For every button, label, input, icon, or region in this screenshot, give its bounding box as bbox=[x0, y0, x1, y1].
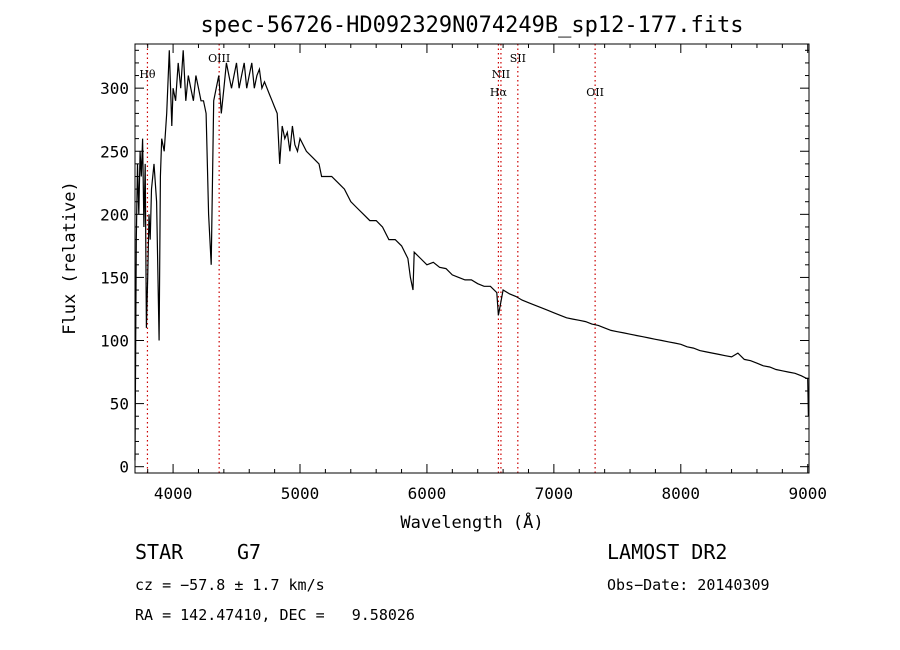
y-tick-label: 300 bbox=[100, 79, 129, 98]
y-tick-label: 50 bbox=[110, 395, 129, 414]
plot-frame bbox=[134, 43, 810, 474]
subclass-label: G7 bbox=[237, 540, 261, 564]
x-tick-label: 6000 bbox=[408, 484, 447, 503]
object-type-label: STAR bbox=[135, 540, 184, 564]
spectrum-series-line bbox=[134, 50, 809, 461]
y-axis-ticks: 0 50 100 150 200 250 300 bbox=[100, 49, 809, 477]
obs-date-label: Obs−Date: 20140309 bbox=[607, 576, 770, 594]
x-tick-label: 7000 bbox=[535, 484, 574, 503]
y-tick-label: 0 bbox=[119, 458, 129, 477]
emission-line-label: OII bbox=[586, 86, 604, 99]
y-axis-label: Flux (relative) bbox=[60, 181, 80, 335]
emission-line-label: Hα bbox=[490, 86, 508, 99]
emission-line-label: Hθ bbox=[139, 68, 156, 81]
x-tick-label: 8000 bbox=[662, 484, 701, 503]
x-tick-label: 9000 bbox=[788, 484, 827, 503]
x-axis-label: Wavelength (Å) bbox=[400, 511, 543, 533]
y-tick-label: 200 bbox=[100, 205, 129, 224]
emission-line-markers: Hθ OIII NII Hα OII SII bbox=[139, 44, 604, 473]
x-tick-label: 4000 bbox=[154, 484, 193, 503]
emission-line-label: OIII bbox=[208, 52, 230, 65]
y-tick-label: 150 bbox=[100, 268, 129, 287]
x-tick-label: 5000 bbox=[281, 484, 320, 503]
survey-label: LAMOST DR2 bbox=[607, 540, 727, 564]
redshift-label: cz = −57.8 ± 1.7 km/s bbox=[135, 576, 325, 594]
x-axis-ticks: 4000 5000 6000 7000 8000 9000 bbox=[147, 44, 827, 503]
y-tick-label: 100 bbox=[100, 332, 129, 351]
chart-title: spec-56726-HD092329N074249B_sp12-177.fit… bbox=[200, 13, 743, 38]
y-tick-label: 250 bbox=[100, 142, 129, 161]
emission-line-label: SII bbox=[510, 52, 526, 65]
coordinates-label: RA = 142.47410, DEC = 9.58026 bbox=[135, 606, 415, 624]
emission-line-label: NII bbox=[492, 68, 510, 81]
